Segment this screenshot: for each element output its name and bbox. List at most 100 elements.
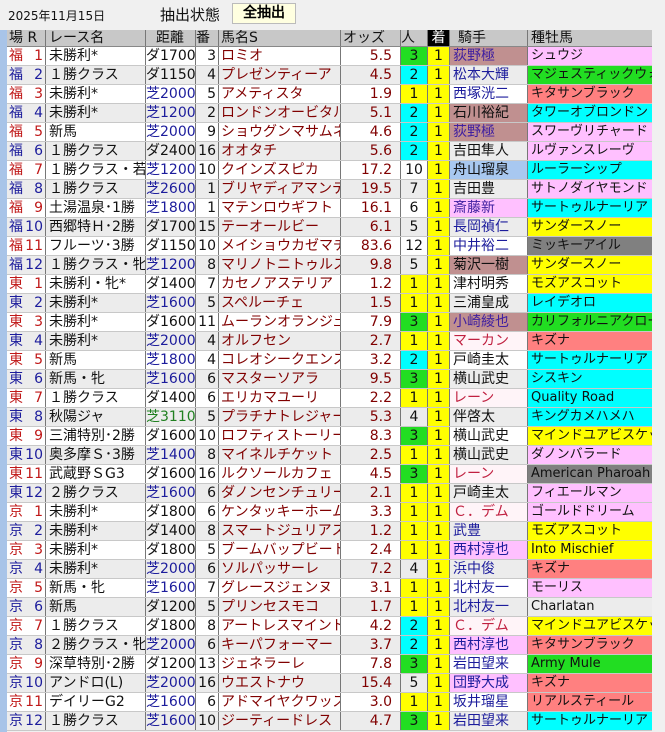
table-row[interactable]: 東 6 新馬・牝 芝1600 6 マスターソアラ 9.5 3 1 横山武史 シスキン [7,370,652,389]
table-row[interactable]: 京 1 未勝利* ダ1800 6 ケンタッキーホーム 3.3 1 1 Ｃ．デム ゴールドドリーム [7,503,652,522]
col-popularity[interactable]: 人 [400,30,427,46]
venue: 京 [9,713,23,729]
jockey: 西塚洸二 [449,85,527,103]
venue: 東 [9,390,23,406]
popularity: 3 [400,712,427,730]
jockey: 西村淳也 [449,636,527,654]
col-distance[interactable]: 距離 [145,30,195,46]
col-race[interactable]: レース名 [45,30,145,46]
race-name: デイリーG2 [45,693,145,711]
venue-cell: 東 11 [7,465,45,483]
filter-all-button[interactable]: 全抽出 [232,3,296,24]
finish: 1 [427,408,449,426]
col-jockey[interactable]: 騎手 [449,30,527,46]
popularity: 1 [400,85,427,103]
odds: 5.3 [340,408,400,426]
distance: ダ1400 [145,522,195,540]
sire: マジェスティックウォリ [527,66,652,84]
sire: ルヴァンスレーヴ [527,142,652,160]
table-row[interactable]: 東 11 武蔵野ＳG3 ダ1600 16 ルクソールカフェ 4.5 3 1 レーン American… [7,465,652,484]
table-row[interactable]: 京 12 １勝クラス 芝1600 10 ジーティードレス 4.7 3 1 岩田望来 サートゥルナーリ… [7,712,652,731]
finish: 1 [427,693,449,711]
distance: 芝1600 [145,370,195,388]
table-row[interactable]: 東 12 ２勝クラス 芝1600 6 ダノンセンチュリー 2.1 1 1 戸崎圭太 フィエールマン [7,484,652,503]
table-row[interactable]: 東 2 未勝利* 芝1600 5 スペルーチェ 1.5 1 1 三浦皇成 レイデオロ [7,294,652,313]
table-row[interactable]: 東 10 奥多摩Ｓ･3勝 芝1400 8 マイネルチケット 2.5 1 1 横山武史 ダノンバラード [7,446,652,465]
table-row[interactable]: 京 11 デイリーG2 芝1600 6 アドマイヤクワッズ 3.0 1 1 坂井瑠星 リアルスティー… [7,693,652,712]
horse-name: グレースジェンヌ [218,579,340,597]
table-row[interactable]: 福 6 １勝クラス ダ2400 16 オオタチ 5.6 2 1 吉田隼人 ルヴァンスレーヴ [7,142,652,161]
distance: 芝1400 [145,446,195,464]
jockey: 坂井瑠星 [449,693,527,711]
table-row[interactable]: 東 7 １勝クラス ダ1400 6 エリカマユーリ 2.2 1 1 レーン Quality Road [7,389,652,408]
popularity: 6 [400,199,427,217]
table-row[interactable]: 京 2 未勝利* ダ1400 8 スマートジュリアス 1.2 1 1 武豊 モズアスコット [7,522,652,541]
table-row[interactable]: 福 1 未勝利* ダ1700 3 ロミオ 5.5 3 1 荻野極 シュウジ [7,47,652,66]
odds: 8.3 [340,427,400,445]
odds: 83.6 [340,237,400,255]
venue: 東 [9,276,23,292]
horse-number: 11 [195,313,218,331]
sire: サトノダイヤモンド [527,180,652,198]
sire: モーリス [527,579,652,597]
table-row[interactable]: 福 9 土湯温泉･1勝 芝1800 1 マテンロウギフト 16.1 6 1 斎藤新 サートゥルナーリ… [7,199,652,218]
horse-number: 6 [195,503,218,521]
race-name: 三浦特別･2勝 [45,427,145,445]
col-sire[interactable]: 種牡馬 [527,30,652,46]
table-row[interactable]: 福2１勝クラスダ11504プレゼンティーア4.521松本大輝マジェスティックウォ… [7,66,652,85]
col-finish[interactable]: 着 [427,30,449,46]
venue: 京 [9,599,23,615]
race-number: 10 [25,219,43,235]
table-row[interactable]: 福 11 フルーツ･3勝 ダ1150 10 メイショウカゼマチ 83.6 12 1 中井裕二 ミッキ… [7,237,652,256]
table-row[interactable]: 東 1 未勝利・牝* ダ1400 7 カセノアステリア 1.2 1 1 津村明秀 モズアスコット [7,275,652,294]
row-selector-strip[interactable] [0,30,7,732]
venue: 福 [9,105,23,121]
race-number: 2 [34,523,43,539]
table-row[interactable]: 京 8 ２勝クラス・牝 芝2000 6 キーパフォーマー 3.7 2 1 西村淳也 キタサンブラック [7,636,652,655]
race-name: フルーツ･3勝 [45,237,145,255]
table-row[interactable]: 京 10 アンドロ(L) 芝2000 16 ウエストナウ 15.4 5 1 団野大成 キズナ [7,674,652,693]
table-row[interactable]: 京 3 未勝利* ダ1800 5 ブームバップビート 2.4 1 1 西村淳也 Into Misch… [7,541,652,560]
col-number[interactable]: 番 [195,30,218,46]
table-row[interactable]: 福 8 １勝クラス 芝2600 1 ブリヤディアマンテ 19.5 7 1 吉田豊 サトノダイヤモンド [7,180,652,199]
table-row[interactable]: 福 5 新馬 芝2000 9 ショウグンマサムネ 4.6 2 1 荻野極 スワーヴリチャード [7,123,652,142]
sire: シュウジ [527,47,652,65]
table-row[interactable]: 東 4 未勝利* 芝2000 4 オルフセン 2.7 1 1 マーカン キズナ [7,332,652,351]
sire: サートゥルナーリア [527,712,652,730]
finish: 1 [427,256,449,274]
col-venue-r[interactable]: 場 R [9,30,38,46]
table-row[interactable]: 京 6 新馬 ダ1200 5 プリンセスモコ 1.7 1 1 北村友一 Charlatan [7,598,652,617]
table-row[interactable]: 東 8 秋陽ジャ 芝3110 5 プラチナトレジャー 5.3 4 1 伴啓太 キングカメハメハ [7,408,652,427]
col-odds[interactable]: オッズ [340,30,400,46]
jockey: 戸崎圭太 [449,484,527,502]
table-row[interactable]: 東 9 三浦特別･2勝 ダ1600 10 ロフティストーリー 8.3 3 1 横山武史 マインドユア… [7,427,652,446]
table-row[interactable]: 京 4 未勝利* 芝2000 6 ソルパッサーレ 7.2 4 1 浜中俊 キズナ [7,560,652,579]
odds: 5.5 [340,47,400,65]
table-row[interactable]: 福 12 １勝クラス・牝 芝1200 8 マリノトニトゥルス 9.8 5 1 菊沢一樹 サンダースノ… [7,256,652,275]
popularity: 2 [400,617,427,635]
sire: キタサンブラック [527,636,652,654]
horse-number: 5 [195,294,218,312]
table-row[interactable]: 京 9 深草特別･2勝 ダ1200 13 ジェネラーレ 7.8 3 1 岩田望来 Army Mule [7,655,652,674]
table-row[interactable]: 福 7 １勝クラス・若 芝1200 10 クインズスピカ 17.2 10 1 舟山瑠泉 ルーラーシッ… [7,161,652,180]
table-row[interactable]: 東 5 新馬 芝1800 4 コレオシークエンス 3.2 2 1 戸崎圭太 サートゥルナーリア [7,351,652,370]
horse-name: スペルーチェ [218,294,340,312]
odds: 4.6 [340,123,400,141]
table-row[interactable]: 福 3 未勝利* 芝2000 5 アメティスタ 1.9 1 1 西塚洸二 キタサンブラック [7,85,652,104]
table-row[interactable]: 東 3 未勝利* ダ1600 11 ムーランオランジュ 7.9 3 1 小崎綾也 カリフォルニアクロ… [7,313,652,332]
horse-name: プリンセスモコ [218,598,340,616]
race-name: 未勝利* [45,85,145,103]
sire: フィエールマン [527,484,652,502]
table-row[interactable]: 福 4 未勝利* 芝1200 2 ロンドンオービタル 5.1 2 1 石川裕紀 タワーオブロンドン [7,104,652,123]
table-row[interactable]: 福 10 西郷特Ｈ･2勝 ダ1700 15 テーオールビー 6.1 5 1 長岡禎仁 サンダースノー [7,218,652,237]
table-row[interactable]: 京 7 １勝クラス ダ1800 8 アートレスマインド 4.2 2 1 Ｃ．デム マインドユアビスケ… [7,617,652,636]
sire: キズナ [527,332,652,350]
odds: 1.2 [340,522,400,540]
col-horse[interactable]: 馬名S [218,30,340,46]
horse-name: プレゼンティーア [218,66,340,84]
table-row[interactable]: 京 5 新馬・牝 芝1600 7 グレースジェンヌ 3.1 1 1 北村友一 モーリス [7,579,652,598]
